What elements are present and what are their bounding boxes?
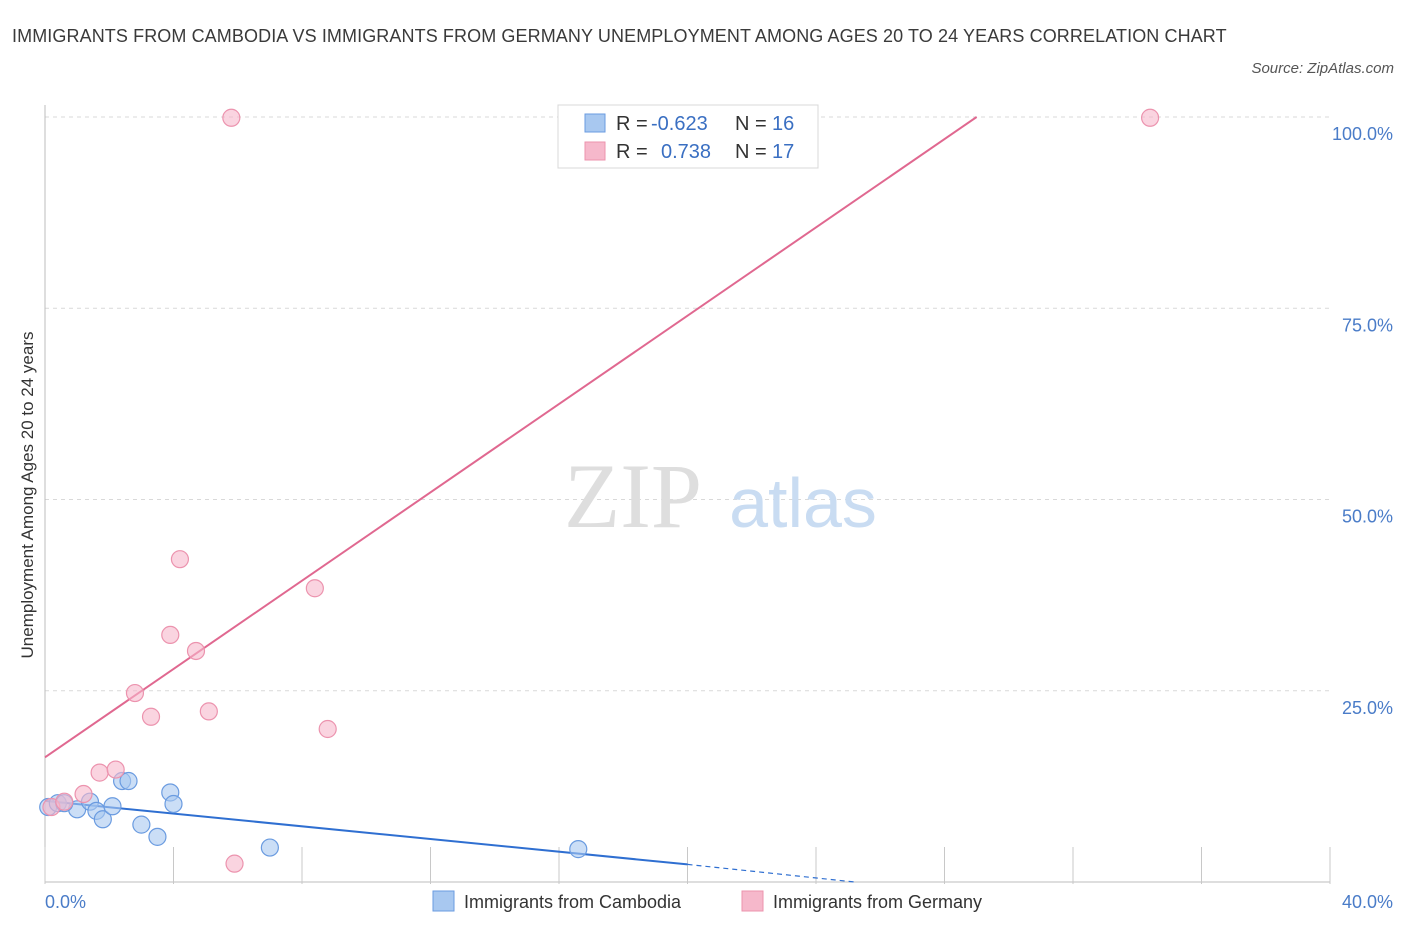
chart-title: IMMIGRANTS FROM CAMBODIA VS IMMIGRANTS F…: [12, 26, 1227, 46]
point-cambodia-10: [148, 827, 167, 846]
point-cambodia-9: [132, 815, 151, 834]
data-points: [39, 108, 1160, 873]
series-legend: Immigrants from Cambodia Immigrants from…: [432, 890, 982, 912]
point-germany-2: [74, 784, 93, 804]
trend-line-dashed-cambodia: [687, 863, 855, 883]
point-germany-14: [222, 108, 241, 127]
y-tick-label-75: 75.0%: [1342, 315, 1393, 335]
point-germany-9: [186, 641, 206, 661]
point-cambodia-13: [260, 838, 279, 857]
point-germany-6: [141, 707, 161, 726]
legend-n-label-germany: N =: [735, 141, 767, 163]
trend-line-germany: [44, 116, 978, 759]
point-germany-12: [305, 579, 324, 598]
point-germany-11: [225, 854, 244, 873]
bottom-legend-swatch-cambodia: [432, 890, 455, 912]
point-cambodia-8: [119, 771, 138, 791]
point-germany-7: [161, 625, 180, 645]
y-tick-label-25: 25.0%: [1342, 698, 1393, 718]
legend-r-label-cambodia: R =: [616, 113, 648, 135]
stats-legend: R = -0.623 N = 16 R = 0.738 N = 17: [557, 104, 819, 169]
x-tick-label-min: 0.0%: [45, 892, 86, 912]
bottom-legend-label-germany: Immigrants from Germany: [773, 892, 982, 912]
watermark-atlas: atlas: [729, 464, 877, 542]
point-germany-3: [90, 763, 109, 782]
point-germany-4: [106, 760, 125, 779]
legend-r-label-germany: R =: [616, 141, 648, 163]
point-germany-8: [170, 550, 190, 569]
legend-r-value-germany: 0.738: [661, 141, 711, 163]
point-germany-10: [199, 702, 218, 721]
watermark-zip: ZIP: [564, 445, 702, 547]
source-label: Source: ZipAtlas.com: [1251, 60, 1394, 77]
watermark: ZIP atlas: [564, 445, 877, 547]
bottom-legend-label-cambodia: Immigrants from Cambodia: [464, 892, 682, 912]
legend-n-label-cambodia: N =: [735, 113, 767, 135]
point-cambodia-12: [164, 794, 183, 814]
y-tick-label-50: 50.0%: [1342, 507, 1393, 527]
point-germany-5: [125, 683, 145, 703]
y-axis-label: Unemployment Among Ages 20 to 24 years: [18, 332, 37, 659]
point-germany-13: [318, 719, 337, 739]
grid: 25.0% 50.0% 75.0% 100.0%: [45, 116, 1393, 718]
legend-r-value-cambodia: -0.623: [651, 113, 708, 135]
bottom-legend-swatch-germany: [741, 890, 764, 912]
point-cambodia-6: [103, 797, 122, 816]
point-germany-1: [55, 792, 74, 811]
legend-n-value-germany: 17: [772, 141, 794, 163]
legend-swatch-cambodia: [584, 113, 606, 133]
x-tick-label-max: 40.0%: [1342, 892, 1393, 912]
legend-swatch-germany: [584, 141, 606, 161]
y-tick-label-100: 100.0%: [1332, 124, 1393, 144]
point-germany-16: [1140, 108, 1160, 127]
point-cambodia-14: [569, 840, 588, 859]
legend-n-value-cambodia: 16: [772, 113, 794, 135]
point-cambodia-5: [93, 810, 112, 829]
